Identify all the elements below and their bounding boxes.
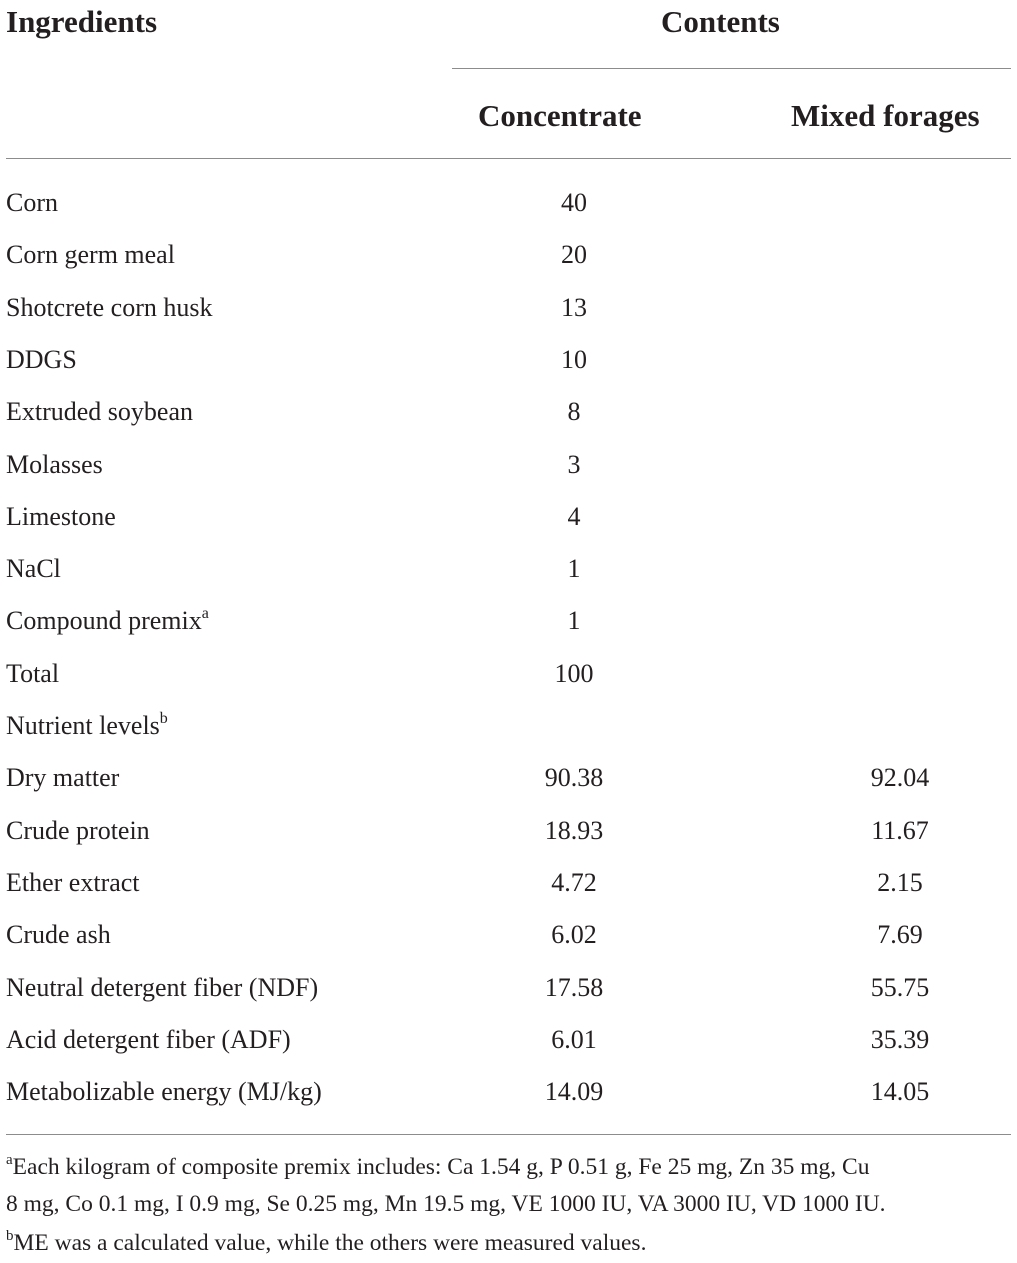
row-label: Shotcrete corn husk (6, 291, 213, 325)
cell-mixed-forages: 92.04 (870, 763, 930, 792)
row-label-text: Crude ash (6, 920, 111, 949)
row-label: DDGS (6, 343, 77, 377)
row-label: Corn germ meal (6, 238, 175, 272)
row-label-text: DDGS (6, 345, 77, 374)
header-contents: Contents (661, 4, 780, 39)
row-label-text: Shotcrete corn husk (6, 293, 213, 322)
row-label: Limestone (6, 500, 116, 534)
row-label: Metabolizable energy (MJ/kg) (6, 1075, 322, 1109)
row-label-text: Metabolizable energy (MJ/kg) (6, 1077, 322, 1106)
row-label: Neutral detergent fiber (NDF) (6, 971, 318, 1005)
cell-concentrate: 14.09 (544, 1077, 604, 1106)
cell-concentrate: 17.58 (544, 973, 604, 1002)
footnote-a-line1: Each kilogram of composite premix includ… (12, 1154, 870, 1180)
footnote-marker: a (201, 605, 209, 622)
contents-rule (452, 68, 1011, 69)
row-label-text: Extruded soybean (6, 397, 194, 426)
row-label: Ether extract (6, 866, 140, 900)
cell-concentrate: 1 (567, 554, 581, 583)
cell-mixed-forages: 55.75 (870, 973, 930, 1002)
row-label-text: Corn germ meal (6, 240, 175, 269)
cell-mixed-forages: 35.39 (870, 1025, 930, 1054)
row-label-text: Limestone (6, 502, 116, 531)
row-label-text: Compound premix (6, 606, 202, 635)
row-label: Nutrient levelsb (6, 709, 168, 747)
row-label: Molasses (6, 448, 103, 482)
row-label-text: NaCl (6, 554, 61, 583)
cell-concentrate: 40 (561, 188, 587, 217)
header-bottom-rule (6, 158, 1011, 159)
footnote-a-line2: 8 mg, Co 0.1 mg, I 0.9 mg, Se 0.25 mg, M… (6, 1191, 886, 1217)
cell-concentrate: 1 (567, 606, 581, 635)
row-label: Extruded soybean (6, 395, 193, 429)
header-ingredients: Ingredients (6, 4, 158, 39)
cell-concentrate: 10 (561, 345, 587, 374)
header-mixed-forages: Mixed forages (791, 98, 980, 133)
cell-mixed-forages: 2.15 (877, 868, 923, 897)
footnote-marker: b (159, 710, 168, 727)
cell-concentrate: 4 (567, 502, 581, 531)
row-label-text: Molasses (6, 450, 103, 479)
row-label-text: Total (6, 659, 60, 688)
cell-concentrate: 20 (561, 240, 587, 269)
cell-mixed-forages: 7.69 (877, 920, 923, 949)
cell-concentrate: 8 (567, 397, 581, 426)
cell-concentrate: 18.93 (544, 816, 604, 845)
row-label-text: Neutral detergent fiber (NDF) (6, 973, 319, 1002)
cell-concentrate: 6.02 (551, 920, 597, 949)
row-label: NaCl (6, 552, 61, 586)
row-label-text: Nutrient levels (6, 711, 160, 740)
row-label: Total (6, 657, 59, 691)
footnote-a: aEach kilogram of composite premix inclu… (6, 1150, 1011, 1221)
cell-concentrate: 6.01 (551, 1025, 597, 1054)
row-label-text: Ether extract (6, 868, 140, 897)
cell-mixed-forages: 14.05 (870, 1077, 930, 1106)
footnote-b-text: ME was a calculated value, while the oth… (13, 1230, 647, 1256)
table-bottom-rule (6, 1134, 1011, 1135)
row-label-text: Acid detergent fiber (ADF) (6, 1025, 291, 1054)
row-label: Crude protein (6, 814, 150, 848)
cell-concentrate: 3 (567, 450, 581, 479)
cell-concentrate: 90.38 (544, 763, 604, 792)
row-label: Corn (6, 186, 58, 220)
row-label: Acid detergent fiber (ADF) (6, 1023, 291, 1057)
row-label: Crude ash (6, 918, 111, 952)
cell-concentrate: 100 (554, 659, 594, 688)
cell-concentrate: 4.72 (551, 868, 597, 897)
cell-concentrate: 13 (561, 293, 587, 322)
row-label: Compound premixa (6, 604, 209, 642)
footnote-b-marker: b (6, 1228, 14, 1244)
footnote-a-marker: a (6, 1152, 13, 1168)
row-label-text: Crude protein (6, 816, 150, 845)
footnote-b: bME was a calculated value, while the ot… (6, 1226, 1011, 1263)
row-label: Dry matter (6, 761, 119, 795)
row-label-text: Dry matter (6, 763, 120, 792)
row-label-text: Corn (6, 188, 58, 217)
header-concentrate: Concentrate (478, 98, 642, 133)
cell-mixed-forages: 11.67 (871, 816, 929, 845)
